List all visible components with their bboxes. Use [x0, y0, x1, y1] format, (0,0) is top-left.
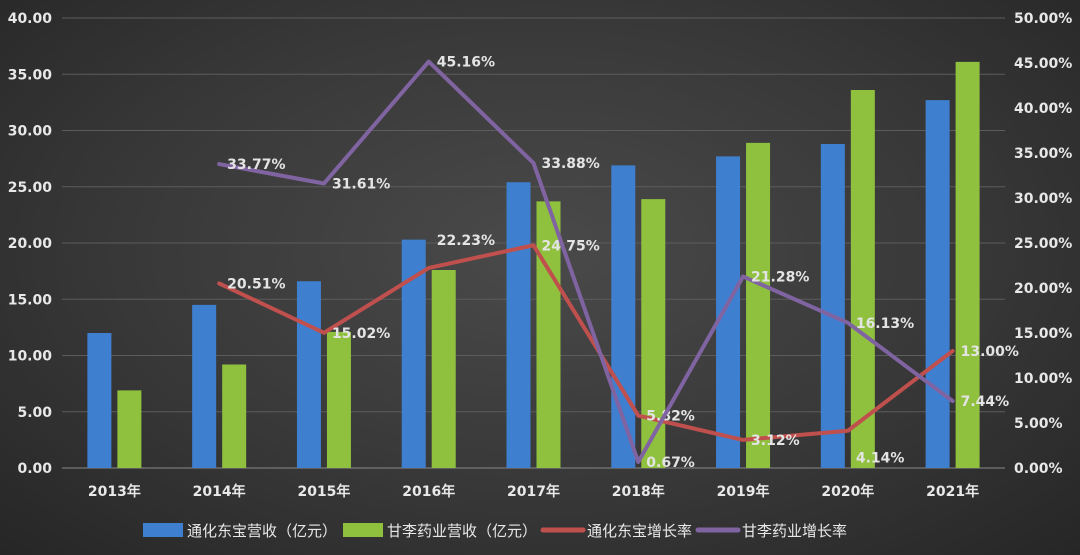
bar-ganli [536, 201, 561, 468]
bar-tonghua [87, 333, 112, 468]
line-ganli-growth [217, 59, 955, 464]
bar-ganli [955, 61, 980, 468]
left-axis-tick: 15.00 [8, 292, 53, 308]
data-label: 33.77% [227, 157, 285, 173]
line-tonghua-growth [217, 243, 955, 442]
right-axis-tick: 15.00% [1014, 326, 1072, 342]
right-axis-tick: 20.00% [1014, 281, 1072, 297]
x-axis-tick: 2020年 [821, 483, 874, 500]
x-axis-tick: 2018年 [612, 483, 665, 500]
bar-ganli [431, 270, 456, 468]
x-axis-tick: 2014年 [193, 483, 246, 500]
x-axis-tick: 2013年 [88, 483, 141, 500]
legend-swatch [143, 523, 183, 537]
legend-label: 甘李药业增长率 [742, 522, 847, 540]
bar-tonghua [925, 100, 950, 468]
legend-label: 通化东宝营收（亿元） [187, 522, 337, 540]
data-label: 45.16% [437, 55, 495, 71]
data-label: 16.13% [856, 316, 914, 332]
x-axis-tick: 2016年 [402, 483, 455, 500]
x-axis-tick: 2015年 [297, 483, 350, 500]
data-label: 21.28% [751, 269, 809, 285]
data-label: 0.67% [646, 455, 695, 471]
data-label: 22.23% [437, 233, 495, 249]
data-label: 33.88% [542, 156, 600, 172]
right-axis-tick: 10.00% [1014, 371, 1072, 387]
left-axis-tick: 40.00 [8, 11, 53, 27]
bar-tonghua [820, 144, 845, 468]
left-axis-tick: 0.00 [17, 461, 52, 477]
left-axis-tick: 35.00 [8, 67, 53, 83]
right-axis-tick: 45.00% [1014, 56, 1072, 72]
x-axis-tick: 2017年 [507, 483, 560, 500]
right-axis-tick: 5.00% [1014, 416, 1063, 432]
x-axis-tick: 2019年 [717, 483, 770, 500]
bar-tonghua [192, 304, 217, 468]
data-label: 13.00% [961, 344, 1019, 360]
right-axis-tick: 40.00% [1014, 101, 1072, 117]
bar-tonghua [506, 182, 531, 468]
bar-tonghua [716, 156, 741, 468]
bar-ganli [746, 142, 771, 468]
data-label: 20.51% [227, 276, 285, 292]
bar-ganli [222, 364, 247, 468]
bar-ganli [117, 390, 142, 468]
data-label: 5.82% [646, 409, 695, 425]
data-label: 31.61% [332, 177, 390, 193]
bar-ganli [326, 331, 351, 468]
right-axis-tick: 0.00% [1014, 461, 1063, 477]
legend-label: 通化东宝增长率 [587, 522, 692, 540]
x-axis-tick: 2021年 [926, 483, 979, 500]
data-label: 24.75% [542, 238, 600, 254]
legend-label: 甘李药业营收（亿元） [387, 522, 537, 540]
data-label: 15.02% [332, 326, 390, 342]
left-axis-tick: 30.00 [8, 124, 53, 140]
bar-tonghua [296, 281, 321, 468]
legend-swatch [343, 523, 384, 537]
left-axis-tick: 5.00 [17, 405, 52, 421]
left-axis-tick: 10.00 [8, 349, 53, 365]
left-axis-tick: 20.00 [8, 236, 53, 252]
bar-ganli [641, 199, 666, 468]
right-axis-tick: 50.00% [1014, 11, 1072, 27]
bar-ganli [850, 90, 875, 468]
right-axis-tick: 25.00% [1014, 236, 1072, 252]
right-axis-tick: 30.00% [1014, 191, 1072, 207]
data-label: 4.14% [856, 451, 905, 467]
data-label: 3.12% [751, 433, 800, 449]
data-label: 7.44% [961, 394, 1010, 410]
left-axis-tick: 25.00 [8, 180, 53, 196]
right-axis-tick: 35.00% [1014, 146, 1072, 162]
